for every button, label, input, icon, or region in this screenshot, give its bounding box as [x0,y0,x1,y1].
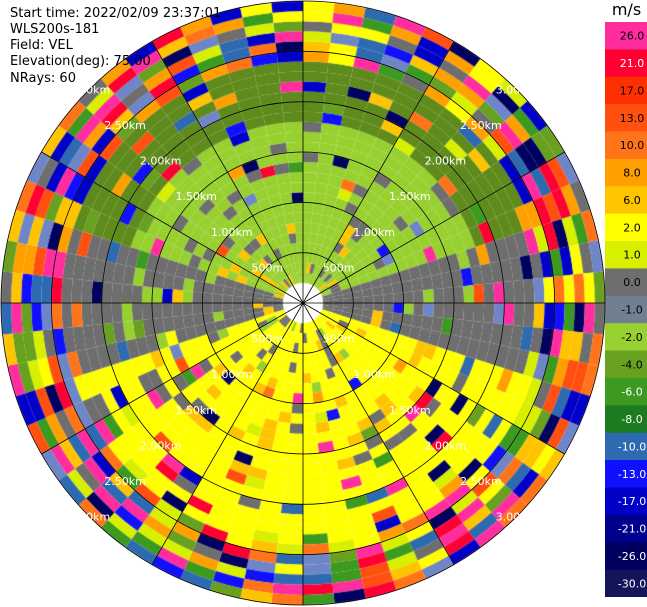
colorbar-tick-label: -1.0 [621,304,642,317]
range-ring-label: 1.50km [389,190,431,203]
colorbar-tick-label: 8.0 [623,167,641,180]
colorbar-tick-label: 17.0 [620,84,645,97]
colorbar-tick-label: 0.0 [623,276,641,289]
colorbar-segment [605,268,647,297]
colorbar-tick-label: -2.0 [621,331,642,344]
start-time-label: Start time: 2022/02/09 23:37:01 [10,6,222,21]
range-ring-label: 1.50km [389,404,431,417]
range-ring-label: 1.50km [175,190,217,203]
colorbar-tick-label: -6.0 [621,386,642,399]
azimuth-spoke [302,151,565,304]
colorbar-tick-label: -10.0 [618,440,646,453]
colorbar-segment [605,350,647,379]
colorbar-segment [605,542,647,571]
colorbar-segment [605,131,647,160]
colorbar-segment [605,514,647,543]
colorbar-segment [605,22,647,50]
range-ring-label: 500m [323,333,355,346]
colorbar-tick-label: -26.0 [618,550,646,563]
range-ring-label: 2.50km [460,119,502,132]
colorbar-segment [605,377,647,406]
colorbar-segment [605,104,647,133]
azimuth-spoke [302,302,565,455]
range-ring-label: 2.00km [140,439,182,452]
colorbar-segment [605,295,647,324]
colorbar-segment [605,323,647,352]
range-ring-label: 2.50km [104,119,146,132]
colorbar-segment [605,186,647,215]
colorbar-segment [605,569,647,597]
azimuth-spoke [151,302,304,565]
azimuth-spoke [41,302,304,455]
colorbar-segment [605,460,647,488]
colorbar-segment [605,49,647,78]
range-ring-label: 1.00km [211,226,253,239]
colorbar-tick-label: 13.0 [620,112,645,125]
colorbar-segment [605,213,647,242]
range-ring-label: 3.00km [69,83,111,96]
range-ring-label: 1.00km [211,368,253,381]
colorbar-tick-label: 6.0 [623,194,641,207]
range-ring-label: 500m [323,261,355,274]
colorbar-tick-label: -4.0 [621,358,642,371]
colorbar-tick-label: -8.0 [621,413,642,426]
range-ring-label: 2.00km [425,155,467,168]
colorbar-tick-label: 10.0 [620,139,645,152]
field-label: Field: VEL [10,38,73,53]
instrument-label: WLS200s-181 [10,22,100,37]
colorbar-tick-label: -30.0 [618,577,646,590]
colorbar-tick-label: 1.0 [623,249,641,262]
range-ring-label: 2.00km [425,439,467,452]
colorbar-segment [605,432,647,461]
colorbar-segment [605,241,647,269]
colorbar-tick-label: -17.0 [618,495,646,508]
range-ring-label: 2.50km [104,475,146,488]
colorbar-tick-label: -13.0 [618,468,646,481]
azimuth-spoke [302,41,455,304]
range-ring-label: 1.00km [353,226,395,239]
elevation-label: Elevation(deg): 75.00 [10,54,151,69]
colorbar-segment [605,487,647,516]
colorbar-tick-label: 26.0 [620,30,645,43]
range-ring-label: 1.00km [353,368,395,381]
range-ring-label: 3.00km [69,511,111,524]
colorbar-tick-label: 2.0 [623,221,641,234]
azimuth-spoke [41,151,304,304]
range-ring-label: 500m [252,261,284,274]
colorbar-segment [605,76,647,105]
colorbar-tick-label: -21.0 [618,523,646,536]
colorbar-tick-label: 21.0 [620,57,645,70]
range-ring-label: 3.00km [496,511,538,524]
range-ring-label: 1.50km [175,404,217,417]
colorbar-unit: m/s [611,0,642,19]
range-ring-label: 500m [252,333,284,346]
nrays-label: NRays: 60 [10,71,76,86]
colorbar-segment [605,158,647,187]
colorbar-segment [605,405,647,434]
azimuth-spoke [302,302,455,565]
colorbar: 26.0 21.0 17.0 13.0 10.0 8.0 6.0 2.0 1.0 0.0 -1.0 -… [605,22,647,597]
range-ring-label: 2.00km [140,155,182,168]
azimuth-spoke [151,41,304,304]
range-ring-label: 2.50km [460,475,502,488]
range-ring-label: 3.00km [496,83,538,96]
